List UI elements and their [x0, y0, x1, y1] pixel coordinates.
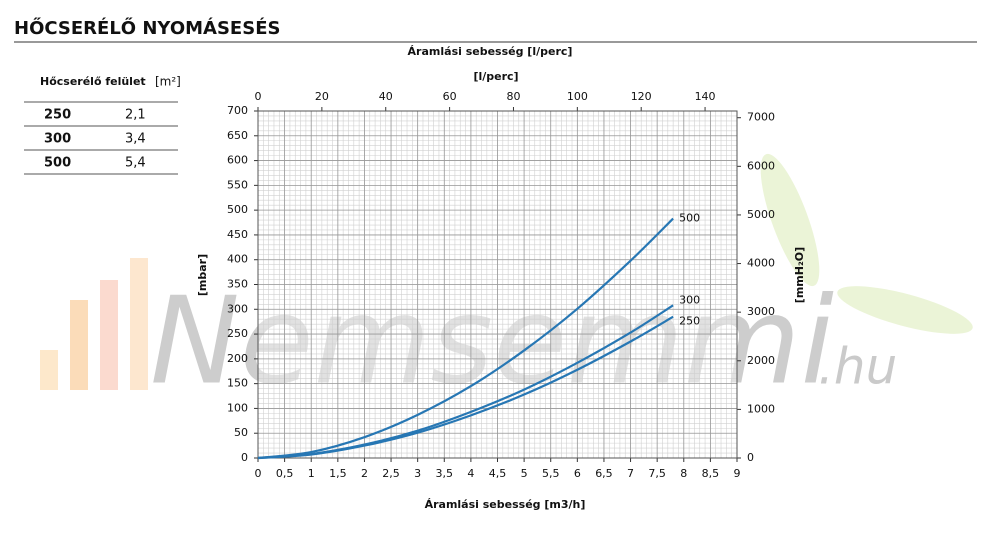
- y-tick-label: 700: [227, 104, 248, 117]
- x2-axis-title: [l/perc]: [473, 70, 518, 83]
- y-tick-label: 600: [227, 154, 248, 167]
- y-tick-label: 250: [227, 327, 248, 340]
- page-title: HŐCSERÉLŐ NYOMÁSESÉS: [14, 17, 280, 39]
- table-cell: 250: [44, 108, 71, 123]
- y-tick-label: 350: [227, 278, 248, 291]
- y2-tick-label: 0: [747, 451, 754, 464]
- y2-tick-label: 2000: [747, 354, 775, 367]
- y2-tick-label: 6000: [747, 159, 775, 172]
- x-tick-label: 6: [574, 467, 581, 480]
- chart-title: Áramlási sebesség [l/perc]: [408, 45, 573, 58]
- series-line: [257, 304, 674, 460]
- plot: 0501001502002503003504004505005506006507…: [227, 90, 775, 480]
- watermark-suffix: .hu: [818, 338, 897, 396]
- table-header: [m²]: [155, 75, 181, 89]
- y2-tick-label: 1000: [747, 402, 775, 415]
- y-tick-label: 400: [227, 253, 248, 266]
- y-tick-label: 650: [227, 129, 248, 142]
- table-header: Hőcserélő felület: [40, 75, 146, 88]
- y-tick-label: 200: [227, 352, 248, 365]
- x-tick-label: 0,5: [276, 467, 294, 480]
- series-label: 500: [679, 212, 700, 225]
- y-tick-label: 550: [227, 178, 248, 191]
- y-axis-title: [mbar]: [196, 254, 209, 296]
- x-tick-label: 8: [680, 467, 687, 480]
- x2-tick-label: 140: [695, 90, 716, 103]
- y-tick-label: 50: [234, 426, 248, 439]
- series-line: [257, 217, 674, 460]
- y-tick-label: 300: [227, 302, 248, 315]
- table-cell: 500: [44, 156, 71, 171]
- x2-tick-label: 80: [506, 90, 520, 103]
- y-tick-label: 0: [241, 451, 248, 464]
- y-tick-label: 150: [227, 377, 248, 390]
- table-cell: 300: [44, 132, 71, 147]
- x2-tick-label: 20: [315, 90, 329, 103]
- y-tick-label: 450: [227, 228, 248, 241]
- x-tick-label: 5: [521, 467, 528, 480]
- x-tick-label: 6,5: [595, 467, 613, 480]
- y2-tick-label: 3000: [747, 305, 775, 318]
- x2-tick-label: 60: [443, 90, 457, 103]
- x-tick-label: 7: [627, 467, 634, 480]
- x-tick-label: 3: [414, 467, 421, 480]
- x2-tick-label: 120: [631, 90, 652, 103]
- y2-tick-label: 7000: [747, 111, 775, 124]
- x-tick-label: 7,5: [648, 467, 666, 480]
- series-label: 250: [679, 315, 700, 328]
- x-tick-label: 5,5: [542, 467, 560, 480]
- x-axis-title: Áramlási sebesség [m3/h]: [425, 498, 586, 511]
- x-tick-label: 2: [361, 467, 368, 480]
- x-tick-label: 4,5: [489, 467, 507, 480]
- x-tick-label: 3,5: [436, 467, 454, 480]
- x-tick-label: 0: [255, 467, 262, 480]
- x2-tick-label: 100: [567, 90, 588, 103]
- plot-frame: [257, 110, 738, 459]
- y-tick-label: 500: [227, 203, 248, 216]
- x-tick-label: 9: [734, 467, 741, 480]
- y-tick-label: 100: [227, 401, 248, 414]
- x2-tick-label: 40: [379, 90, 393, 103]
- y2-tick-label: 5000: [747, 208, 775, 221]
- series-label: 300: [679, 293, 700, 306]
- x-tick-label: 8,5: [702, 467, 720, 480]
- x-tick-label: 1: [308, 467, 315, 480]
- x2-tick-label: 0: [255, 90, 262, 103]
- table-cell: 3,4: [125, 132, 146, 147]
- y2-axis-title: [mmH₂O]: [793, 247, 806, 303]
- y2-tick-label: 4000: [747, 257, 775, 270]
- x-tick-label: 4: [467, 467, 474, 480]
- table-cell: 2,1: [125, 108, 146, 123]
- table-cell: 5,4: [125, 156, 146, 171]
- x-tick-label: 2,5: [382, 467, 400, 480]
- x-tick-label: 1,5: [329, 467, 347, 480]
